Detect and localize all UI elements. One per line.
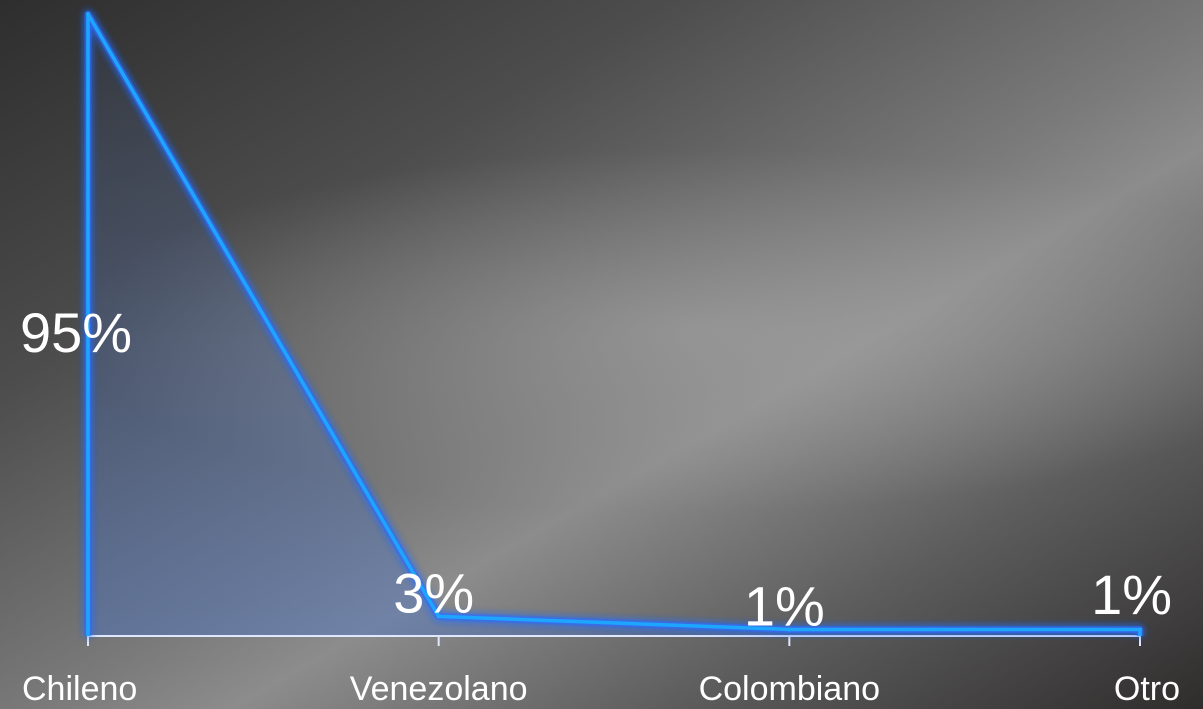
series-line-layer <box>84 10 1144 636</box>
data-label: 1% <box>1091 563 1172 626</box>
x-tick-label: Chileno <box>22 670 137 708</box>
data-label: 1% <box>744 574 825 637</box>
data-label: 95% <box>20 301 132 364</box>
data-point <box>1138 627 1142 632</box>
x-axis <box>87 635 1141 646</box>
x-tick-label: Colombiano <box>699 670 880 708</box>
data-point <box>86 12 90 16</box>
tick-label-layer: Chileno Venezolano Colombiano Otro <box>22 670 1180 708</box>
data-point <box>787 627 792 632</box>
x-tick-label: Otro <box>1114 670 1180 708</box>
area-layer <box>88 14 1140 636</box>
x-tick-label: Venezolano <box>350 670 528 708</box>
series-area <box>88 14 1140 636</box>
data-label: 3% <box>393 561 474 624</box>
data-label-layer: 95% 3% 1% 1% <box>20 301 1172 637</box>
data-point <box>436 614 441 619</box>
